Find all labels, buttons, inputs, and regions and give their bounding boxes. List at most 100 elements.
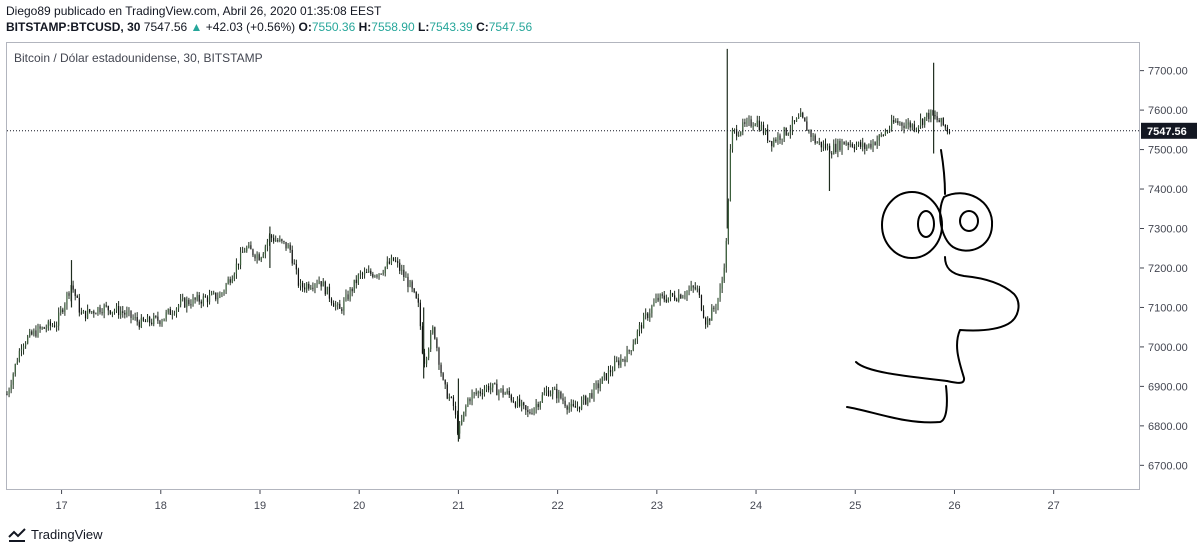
candle-body	[932, 110, 934, 116]
candle-body	[537, 403, 539, 408]
candle-body	[545, 390, 548, 393]
candle-body	[492, 383, 494, 388]
candle-body	[661, 294, 663, 296]
candle-body	[855, 144, 858, 149]
candle-body	[574, 406, 576, 408]
candle-body	[504, 393, 506, 395]
candle-body	[233, 274, 235, 279]
candle-body	[688, 289, 690, 292]
y-tick-label: 6900.00	[1148, 381, 1188, 393]
candle-body	[806, 121, 808, 131]
candle-body	[948, 131, 951, 134]
candle-body	[826, 145, 829, 149]
candle-body	[682, 296, 684, 299]
candle-body	[467, 398, 469, 407]
candle-body	[715, 307, 717, 309]
candle-body	[779, 135, 781, 140]
candle-body	[213, 292, 215, 294]
candle-body	[523, 402, 525, 406]
candle-body	[43, 327, 45, 329]
candle-body	[733, 129, 736, 131]
candle-body	[279, 239, 281, 242]
candle-body	[60, 309, 62, 313]
candle-body	[407, 276, 409, 287]
candle-body	[589, 393, 591, 398]
candle-body	[752, 126, 754, 128]
candle-body	[177, 305, 180, 309]
candle-body	[791, 120, 794, 131]
candle-body	[816, 142, 818, 144]
candle-body	[397, 261, 399, 263]
candle-body	[868, 143, 870, 147]
candle-body	[903, 125, 905, 128]
candle-body	[938, 120, 940, 123]
candle-body	[818, 141, 820, 143]
candle-body	[628, 350, 630, 352]
footer[interactable]: TradingView	[8, 527, 103, 542]
candle-body	[744, 122, 746, 124]
candle-body	[475, 392, 477, 394]
change-arrow-icon: ▲	[190, 20, 203, 34]
candle-body	[622, 359, 624, 361]
tradingview-logo-icon	[8, 527, 26, 542]
candle-body	[231, 278, 233, 283]
candle-body	[824, 143, 827, 149]
candle-body	[366, 272, 368, 274]
candle-body	[496, 383, 498, 396]
candle-body	[217, 297, 219, 300]
candle-body	[696, 288, 698, 290]
candle-body	[293, 263, 295, 265]
candle-body	[345, 294, 347, 301]
candle-body	[146, 316, 149, 323]
candle-body	[155, 316, 157, 318]
candle-body	[905, 124, 907, 128]
candle-body	[649, 313, 651, 318]
candle-body	[678, 294, 680, 301]
candle-body	[638, 325, 641, 331]
candle-body	[386, 261, 388, 267]
candle-body	[529, 412, 531, 414]
lower-lip-line	[846, 385, 948, 424]
candle-body	[51, 325, 54, 327]
candle-body	[153, 316, 155, 325]
candle-body	[384, 266, 386, 274]
candle-body	[295, 264, 297, 270]
candle-body	[45, 328, 47, 330]
candle-body	[326, 286, 328, 295]
candle-body	[53, 325, 56, 327]
candle-body	[56, 325, 58, 327]
x-axis: 17 18 19 20 21 22 23 24 25 26 27	[55, 490, 1060, 512]
candle-body	[547, 390, 550, 396]
candle-body	[944, 124, 946, 128]
candle-body	[318, 281, 320, 284]
candle-body	[498, 390, 500, 396]
symbol-label[interactable]: BITSTAMP:BTCUSD, 30	[6, 20, 141, 34]
candle-body	[332, 303, 335, 307]
candle-body	[760, 124, 763, 131]
candle-body	[562, 398, 564, 401]
candle-body	[909, 122, 911, 128]
candle-body	[262, 253, 264, 258]
candle-body	[136, 317, 138, 322]
candle-body	[328, 286, 331, 299]
candle-body	[237, 263, 240, 266]
candle-body	[341, 308, 343, 312]
candle-body	[922, 118, 924, 125]
candle-body	[322, 281, 324, 287]
candle-body	[12, 373, 14, 385]
chart-pane[interactable]	[6, 42, 1140, 490]
candle-body	[401, 269, 403, 271]
candle-body	[281, 239, 283, 242]
last-price-marker: 7547.56	[1141, 122, 1197, 139]
x-tick-label: 19	[254, 500, 266, 512]
candle-body	[907, 122, 909, 125]
candle-body	[105, 305, 107, 307]
candle-body	[676, 299, 678, 301]
candle-body	[731, 129, 734, 150]
candle-body	[89, 309, 91, 313]
candle-body	[413, 288, 415, 292]
candle-body	[454, 406, 457, 415]
candle-body	[926, 112, 928, 118]
y-tick-label: 7300.00	[1148, 224, 1188, 236]
